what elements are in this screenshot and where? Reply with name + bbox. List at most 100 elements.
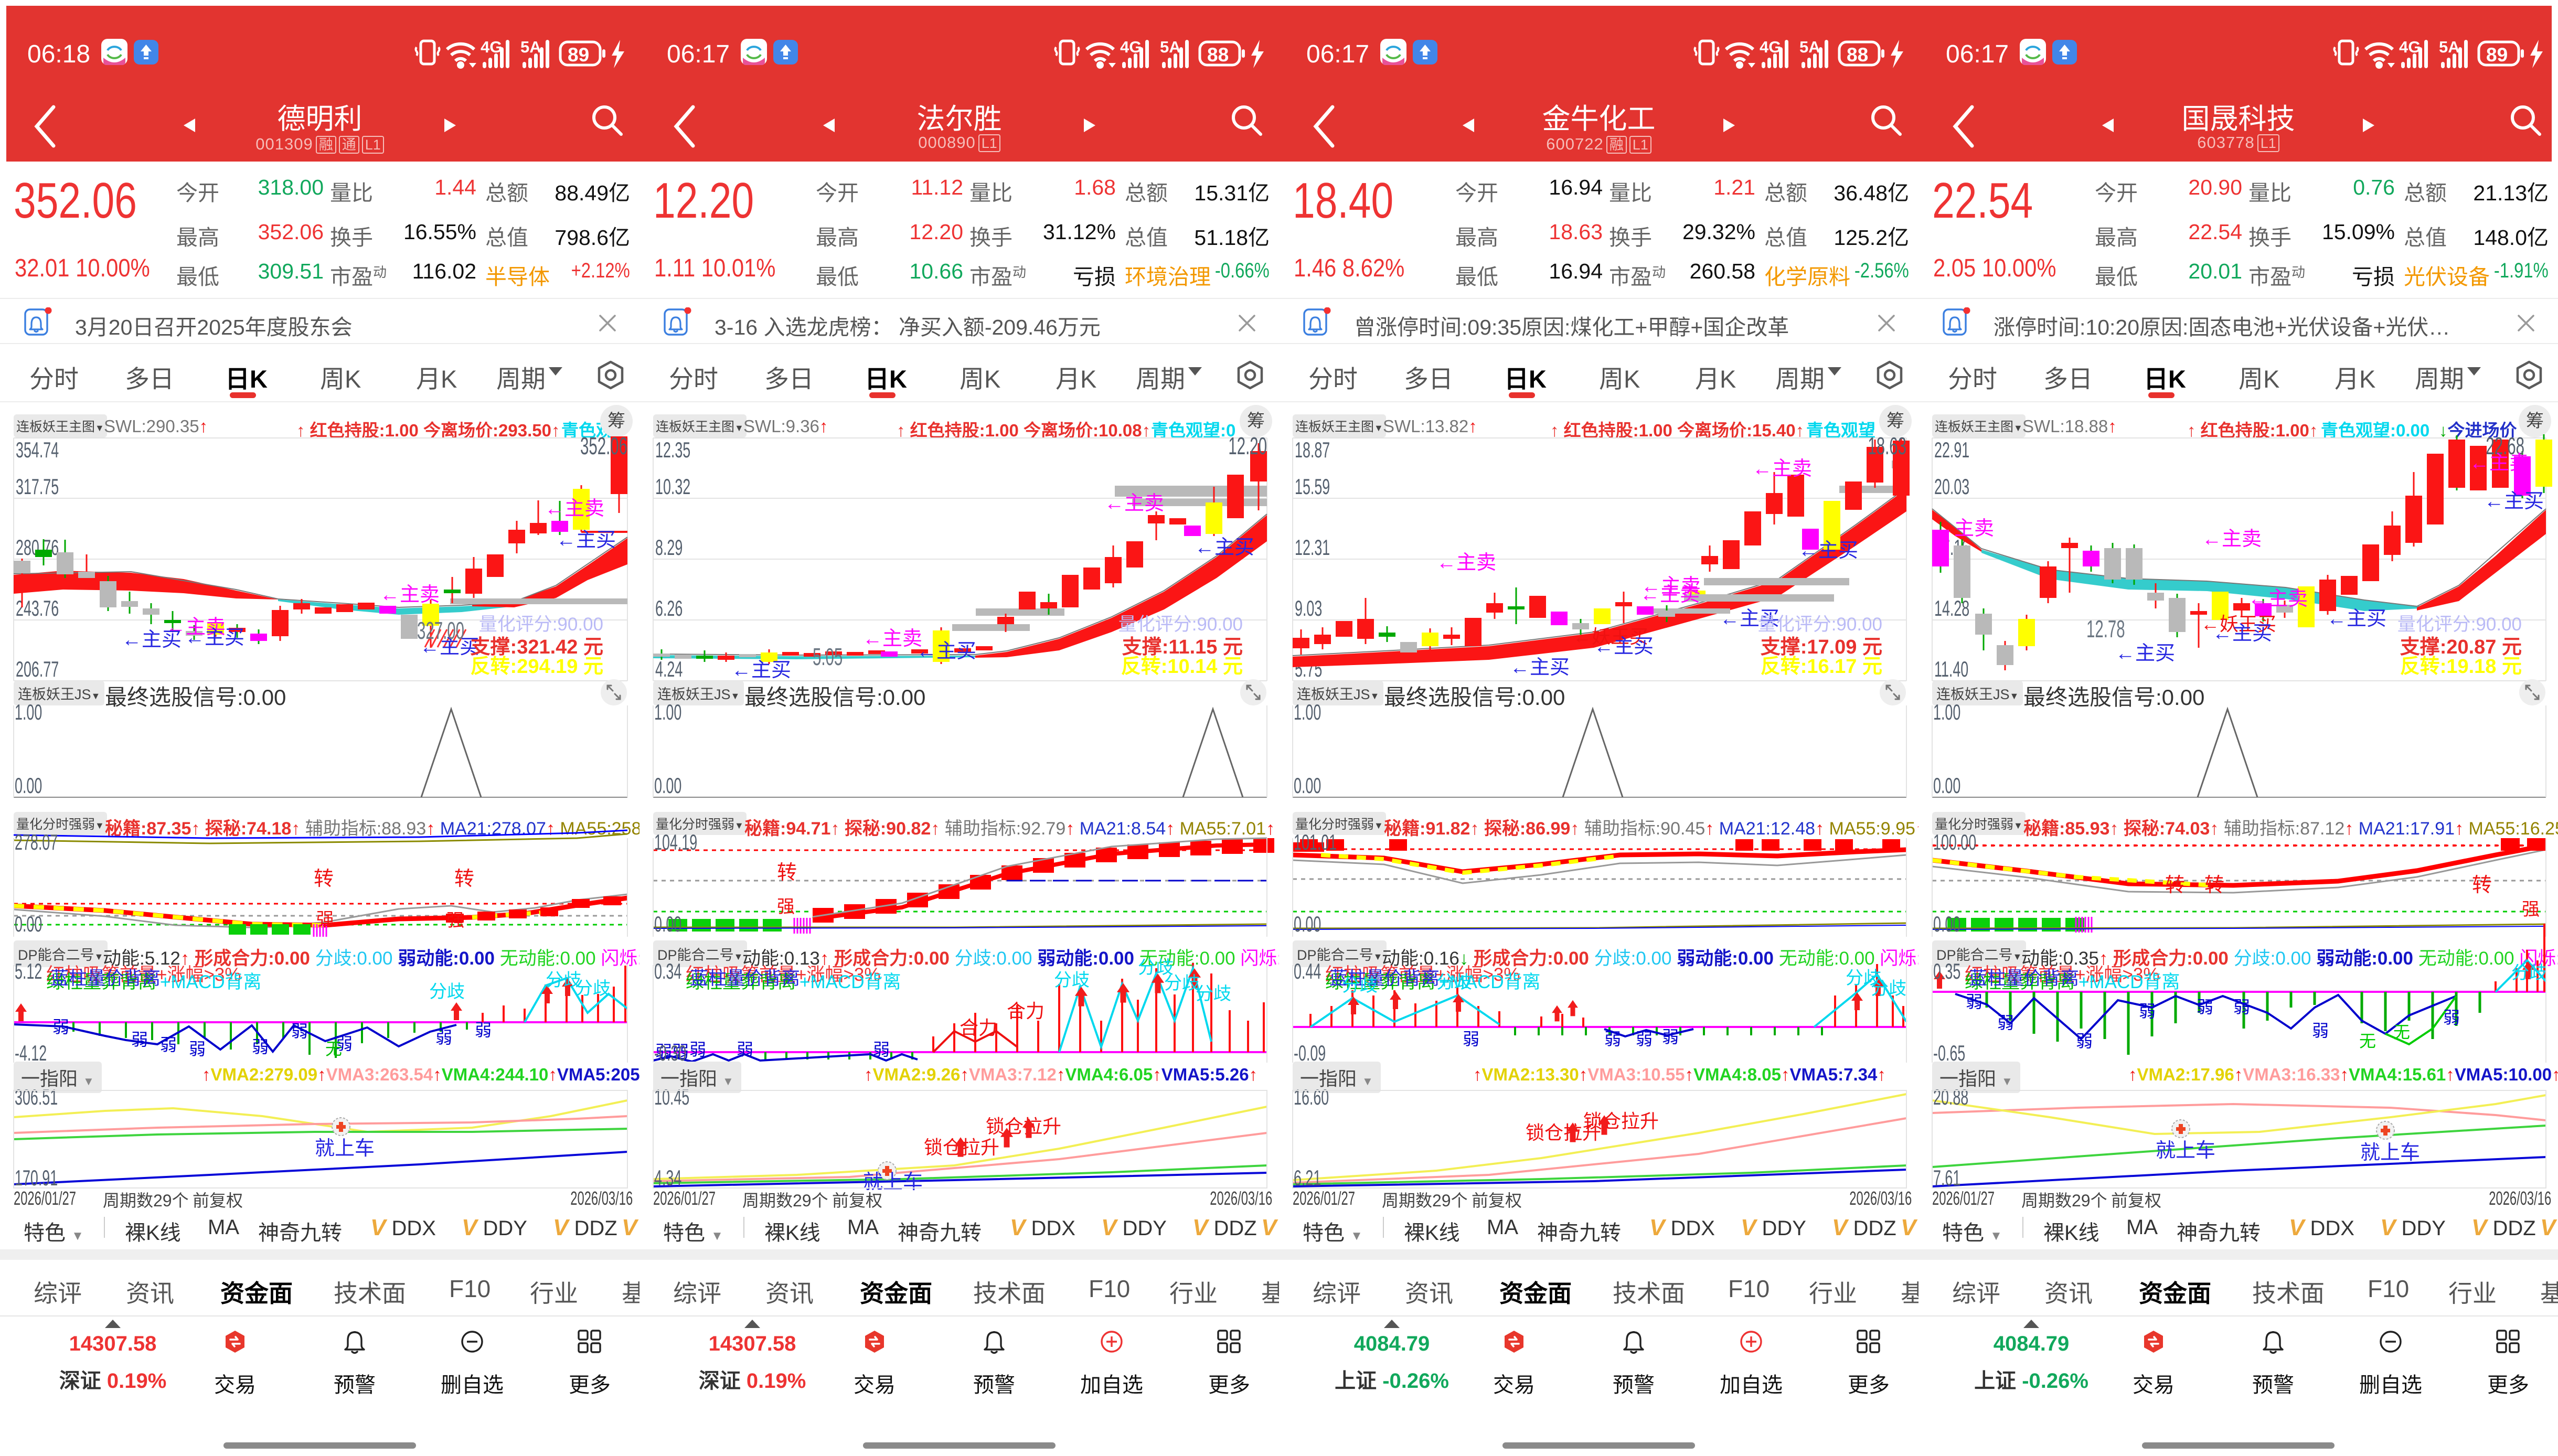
svg-text:分歧: 分歧 [429, 982, 465, 1002]
svg-text:←主买: ←主买 [1195, 537, 1254, 559]
svg-text:无: 无 [325, 1040, 342, 1058]
svg-text:1.00: 1.00 [654, 700, 681, 724]
svg-text:4G: 4G [1120, 39, 1142, 56]
svg-text:强: 强 [316, 909, 334, 929]
svg-text:弱: 弱 [1662, 1027, 1679, 1046]
svg-text:弱: 弱 [189, 1040, 206, 1058]
svg-text:←主卖: ←主卖 [1641, 575, 1701, 597]
svg-text:5A: 5A [1160, 39, 1181, 56]
svg-text:5.12: 5.12 [15, 959, 42, 983]
svg-text:-4.12: -4.12 [15, 1041, 47, 1065]
svg-text:分歧: 分歧 [2511, 963, 2547, 983]
svg-text:无: 无 [2393, 1023, 2410, 1042]
svg-text:锁仓拉升: 锁仓拉升 [1583, 1110, 1659, 1132]
svg-text:量化评分:90.00: 量化评分:90.00 [479, 614, 603, 635]
svg-text:20.88: 20.88 [1933, 1085, 1968, 1109]
svg-text:分歧: 分歧 [1436, 972, 1472, 992]
svg-text:反转:16.17 元: 反转:16.17 元 [1761, 656, 1882, 678]
svg-text:←主卖: ←主卖 [1104, 493, 1164, 515]
svg-text:←主买: ←主买 [2212, 623, 2272, 645]
svg-text:206.77: 206.77 [16, 657, 59, 681]
svg-text:强: 强 [777, 897, 795, 917]
svg-text:弱: 弱 [435, 1028, 452, 1047]
svg-text:←主卖: ←主卖 [545, 498, 604, 520]
svg-text:无: 无 [2359, 1032, 2376, 1051]
svg-text:20.03: 20.03 [1934, 475, 1969, 499]
svg-text:转: 转 [2165, 874, 2185, 896]
svg-text:弱: 弱 [2076, 1032, 2093, 1051]
svg-text:4G: 4G [481, 39, 502, 56]
svg-text:←主买: ←主买 [1798, 540, 1858, 562]
svg-text:红柱吸筹前量+涨幅>3%: 红柱吸筹前量+涨幅>3% [686, 965, 880, 985]
svg-text:转: 转 [777, 862, 797, 884]
svg-text:绿柱量葬背离: 绿柱量葬背离 [46, 972, 156, 992]
svg-text:0.00: 0.00 [654, 912, 681, 936]
svg-text:就上车: 就上车 [2156, 1140, 2215, 1162]
svg-text:量化评分:90.00: 量化评分:90.00 [1758, 614, 1882, 635]
svg-text:+MACD背离: +MACD背离 [800, 972, 901, 992]
svg-text:红柱吸筹前量+涨幅>3%: 红柱吸筹前量+涨幅>3% [46, 965, 241, 985]
svg-text:弱: 弱 [2443, 1008, 2460, 1027]
svg-text:分歧: 分歧 [1138, 958, 1174, 978]
svg-text:0.00: 0.00 [15, 912, 42, 936]
svg-text:1.00: 1.00 [1933, 700, 1960, 724]
svg-text:←主买: ←主买 [2115, 643, 2175, 665]
svg-text:-0.09: -0.09 [1294, 1041, 1326, 1065]
svg-text:0.00: 0.00 [1294, 912, 1321, 936]
svg-text:10.32: 10.32 [655, 475, 690, 499]
svg-text:弱: 弱 [1604, 1030, 1621, 1048]
svg-text:6.26: 6.26 [655, 596, 683, 620]
svg-text:就上车: 就上车 [2360, 1142, 2420, 1164]
svg-text:←主买: ←主买 [2484, 490, 2544, 512]
svg-text:327.00: 327.00 [417, 618, 464, 645]
svg-text:分歧: 分歧 [1196, 984, 1231, 1004]
svg-text:弱: 弱 [1463, 1030, 1479, 1048]
svg-text:弱: 弱 [336, 1034, 353, 1053]
svg-text:12.35: 12.35 [655, 438, 690, 462]
svg-text:88: 88 [1207, 44, 1229, 66]
svg-text:弱: 弱 [873, 1040, 890, 1059]
svg-text:反转:10.14 元: 反转:10.14 元 [1121, 656, 1243, 678]
svg-text:12.78: 12.78 [2086, 616, 2125, 643]
svg-text:合力: 合力 [1007, 1000, 1044, 1022]
svg-text:绿柱量葬背离: 绿柱量葬背离 [1965, 972, 2075, 992]
svg-text:←主卖: ←主卖 [2248, 588, 2308, 610]
svg-text:0.00: 0.00 [1933, 912, 1960, 936]
svg-text:←主买: ←主买 [916, 640, 976, 662]
svg-text:354.74: 354.74 [16, 438, 59, 462]
svg-text:蓝柱量价背离: 蓝柱量价背离 [50, 968, 161, 989]
svg-text:支撑:17.09 元: 支撑:17.09 元 [1761, 636, 1882, 658]
svg-text:0.00: 0.00 [1933, 774, 1960, 798]
svg-text:←主卖: ←主卖 [166, 616, 226, 638]
svg-text:红柱吸筹前量+涨幅>3%: 红柱吸筹前量+涨幅>3% [1965, 965, 2159, 985]
svg-text:就上车: 就上车 [863, 1171, 923, 1193]
svg-text:←主买: ←主买 [2327, 608, 2386, 630]
svg-text:分歧: 分歧 [1054, 970, 1090, 990]
svg-text:104.19: 104.19 [654, 830, 697, 854]
svg-text:12.20: 12.20 [1228, 433, 1267, 460]
svg-text:-0.30: -0.30 [654, 1041, 686, 1065]
svg-text:1.00: 1.00 [1294, 700, 1321, 724]
svg-text:弱: 弱 [52, 1018, 69, 1036]
svg-text:←主买: ←主买 [122, 629, 182, 651]
svg-text:蓝柱量价背离: 蓝柱量价背离 [690, 968, 800, 989]
svg-text:5A: 5A [2439, 39, 2460, 56]
svg-text:170.91: 170.91 [15, 1166, 58, 1190]
svg-text:0.44: 0.44 [1294, 959, 1321, 983]
svg-text:-0.65: -0.65 [1933, 1041, 1965, 1065]
svg-text:分歧: 分歧 [1846, 968, 1881, 988]
svg-text:←主买: ←主买 [1510, 657, 1570, 679]
svg-text:锁仓拉升: 锁仓拉升 [1526, 1122, 1601, 1143]
svg-text:分歧: 分歧 [1164, 973, 1200, 993]
svg-text:弱: 弱 [1997, 1013, 2014, 1032]
svg-text:弱: 弱 [291, 1022, 308, 1041]
svg-text:强: 强 [2522, 900, 2540, 919]
svg-text:合力: 合力 [960, 1017, 997, 1039]
svg-text:10.45: 10.45 [654, 1085, 689, 1109]
svg-text:0.35: 0.35 [1933, 959, 1960, 983]
svg-text:88: 88 [1847, 44, 1868, 66]
svg-text:弱: 弱 [1966, 992, 1983, 1011]
svg-text:0.34: 0.34 [654, 959, 681, 983]
svg-text:弱: 弱 [2139, 1002, 2156, 1021]
svg-text:←主买: ←主买 [185, 627, 244, 649]
